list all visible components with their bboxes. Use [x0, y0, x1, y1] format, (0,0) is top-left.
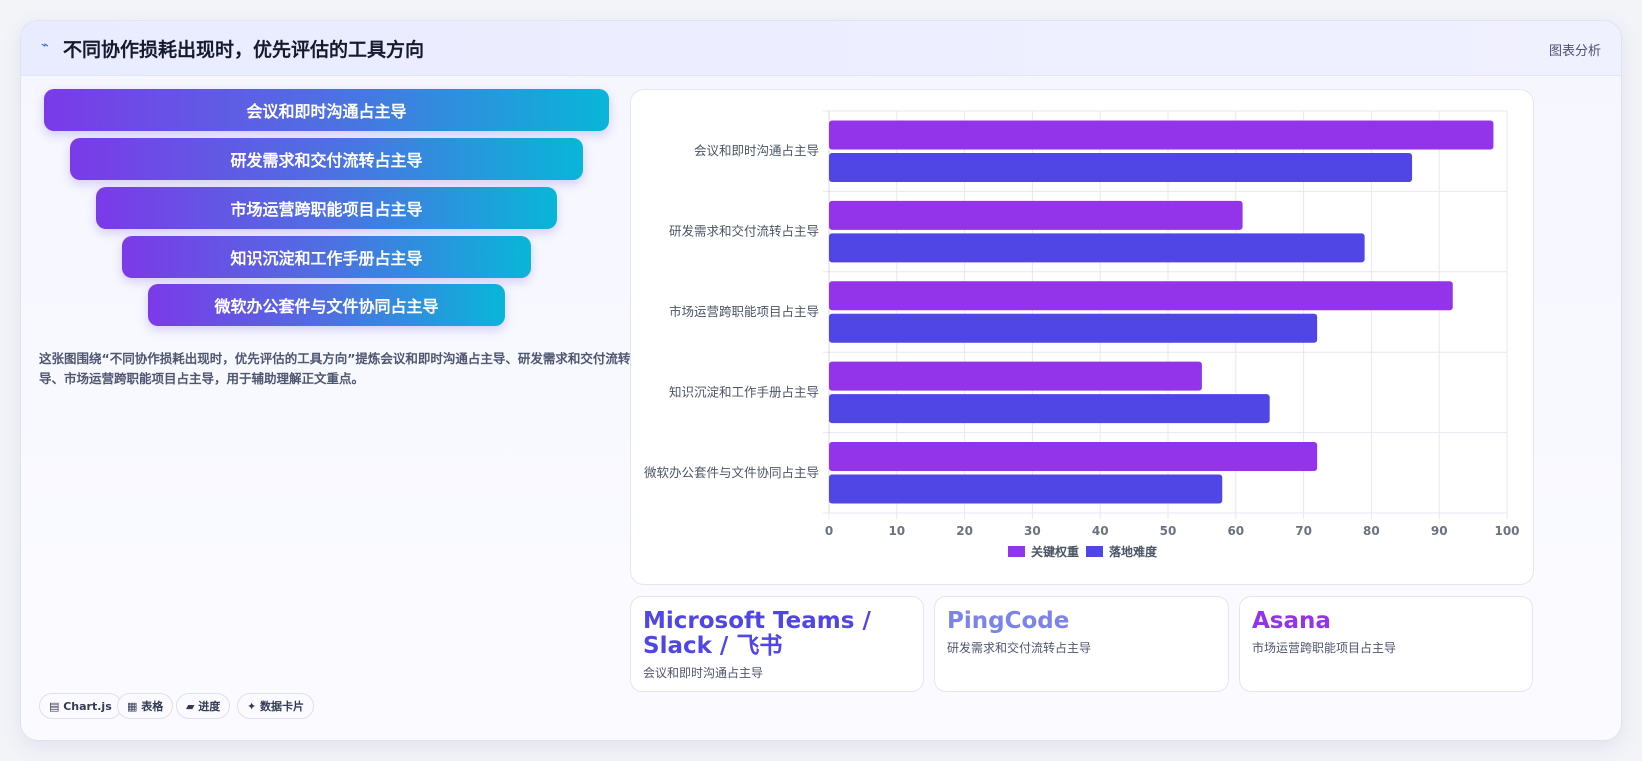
- x-tick-label: 10: [888, 524, 905, 538]
- bar-difficulty: [829, 233, 1365, 263]
- card-header: ⌁ 不同协作损耗出现时，优先评估的工具方向 图表分析: [21, 21, 1621, 76]
- x-tick-label: 0: [825, 524, 833, 538]
- tool-name: PingCode: [947, 608, 1070, 634]
- tool-subtitle: 研发需求和交付流转占主导: [947, 641, 1092, 655]
- chip-data-card[interactable]: ✦ 数据卡片: [237, 693, 315, 719]
- x-tick-label: 100: [1494, 524, 1519, 538]
- chart-panel: 0 10 20 30 40 50 60 70 80 90 100 会议和即时沟通占主导研发需求和交付流…: [630, 89, 1534, 585]
- chip-chartjs[interactable]: ▤ Chart.js: [39, 693, 122, 719]
- bar-key-weight: [829, 442, 1318, 472]
- tool-subtitle: 市场运营跨职能项目占主导: [1252, 641, 1397, 655]
- bar-difficulty: [829, 313, 1318, 343]
- funnel-step-4: 知识沉淀和工作手册占主导: [122, 236, 531, 278]
- legend-swatch: [1086, 546, 1103, 557]
- legend-swatch: [1008, 546, 1025, 557]
- tool-subtitle: 会议和即时沟通占主导: [643, 666, 764, 680]
- chart-icon: ▤: [49, 699, 64, 713]
- progress-icon: ▰: [186, 699, 199, 713]
- analysis-card: ⌁ 不同协作损耗出现时，优先评估的工具方向 图表分析 会议和即时沟通占主导 研发…: [20, 20, 1622, 741]
- legend-label: 关键权重: [1031, 544, 1079, 559]
- y-category-label: 市场运营跨职能项目占主导: [669, 304, 819, 319]
- x-tick-label: 20: [956, 524, 973, 538]
- bar-key-weight: [829, 200, 1243, 230]
- sparkle-icon: ✦: [247, 699, 261, 713]
- chart-description: 这张图围绕“不同协作损耗出现时，优先评估的工具方向”提炼会议和即时沟通占主导、研…: [39, 351, 656, 386]
- table-icon: ▦: [127, 699, 142, 713]
- bar-difficulty: [829, 152, 1413, 182]
- bar-key-weight: [829, 281, 1453, 311]
- y-category-label: 研发需求和交付流转占主导: [669, 224, 819, 239]
- tool-card-teams[interactable]: Microsoft Teams / Slack / 飞书 会议和即时沟通占主导: [630, 596, 924, 692]
- bar-difficulty: [829, 394, 1270, 424]
- y-category-label: 微软办公套件与文件协同占主导: [644, 465, 819, 480]
- chip-table[interactable]: ▦ 表格: [117, 693, 174, 719]
- bar-key-weight: [829, 361, 1202, 391]
- tool-name: Asana: [1252, 608, 1331, 634]
- funnel-step-3: 市场运营跨职能项目占主导: [96, 187, 557, 229]
- x-tick-label: 50: [1160, 524, 1177, 538]
- x-tick-label: 80: [1363, 524, 1380, 538]
- x-tick-label: 60: [1227, 524, 1244, 538]
- x-tick-label: 70: [1295, 524, 1312, 538]
- funnel-step-5: 微软办公套件与文件协同占主导: [148, 284, 505, 326]
- legend-label: 落地难度: [1109, 544, 1158, 559]
- tool-name: Microsoft Teams / Slack / 飞书: [643, 608, 871, 659]
- tool-card-asana[interactable]: Asana 市场运营跨职能项目占主导: [1239, 596, 1533, 692]
- y-category-label: 知识沉淀和工作手册占主导: [669, 384, 819, 399]
- x-tick-label: 90: [1431, 524, 1448, 538]
- chip-progress[interactable]: ▰ 进度: [176, 693, 231, 719]
- bar-difficulty: [829, 474, 1223, 504]
- line-chart-icon: ⌁: [41, 38, 49, 53]
- y-category-label: 会议和即时沟通占主导: [694, 143, 819, 158]
- bar-key-weight: [829, 120, 1494, 150]
- x-tick-label: 40: [1092, 524, 1109, 538]
- bar-chart: 0 10 20 30 40 50 60 70 80 90 100 会议和即时沟通占主导研发需求和交付流…: [644, 110, 1520, 559]
- x-tick-label: 30: [1024, 524, 1041, 538]
- card-title: 不同协作损耗出现时，优先评估的工具方向: [63, 39, 425, 61]
- chart-analysis-tag: 图表分析: [1548, 44, 1601, 59]
- tool-card-pingcode[interactable]: PingCode 研发需求和交付流转占主导: [934, 596, 1229, 692]
- funnel-step-2: 研发需求和交付流转占主导: [70, 138, 583, 180]
- funnel-step-1: 会议和即时沟通占主导: [44, 89, 609, 131]
